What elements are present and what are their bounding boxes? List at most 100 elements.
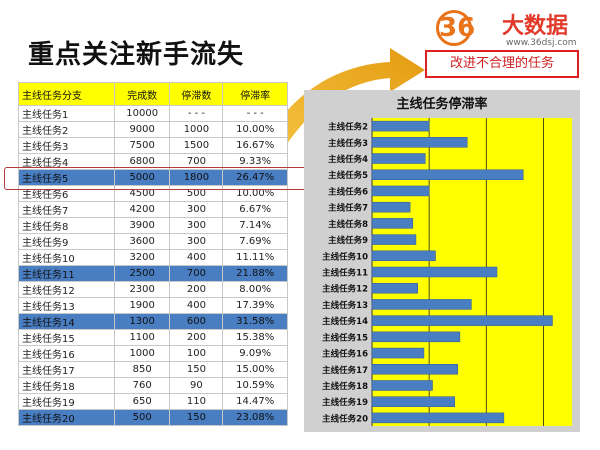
task-table: 主线任务分支 完成数 停滞数 停滞率 主线任务1 10000- - -- - -主… — [18, 82, 288, 426]
cell-stuck: 110 — [169, 393, 224, 410]
cell-rate: 16.67% — [222, 137, 288, 154]
table-row: 主线任务11 2500 700 21.88% — [18, 265, 288, 282]
table-row: 主线任务18 760 90 10.59% — [18, 377, 288, 394]
cell-stuck: - - - — [169, 105, 224, 122]
cell-done: 9000 — [113, 121, 171, 138]
bar — [371, 282, 418, 294]
table-row: 主线任务3 7500 1500 16.67% — [18, 137, 288, 154]
table-row: 主线任务9 3600 300 7.69% — [18, 233, 288, 250]
cell-name: 主线任务1 — [18, 105, 115, 122]
cell-done: 3900 — [113, 217, 171, 234]
cell-done: 760 — [113, 377, 171, 394]
cell-name: 主线任务9 — [18, 233, 115, 250]
cell-stuck: 90 — [169, 377, 224, 394]
cell-done: 6800 — [113, 153, 171, 170]
bar — [371, 120, 430, 132]
cell-done: 4200 — [113, 201, 171, 218]
category-label: 主线任务18 — [322, 381, 368, 392]
cell-name: 主线任务15 — [18, 329, 115, 346]
cell-stuck: 1800 — [169, 169, 224, 186]
chart-panel: 主线任务停滞率 主线任务2 主线任务3 主线任务4 主线任务5 主线任务6 主线任务7 主线任… — [304, 90, 580, 432]
cell-done: 500 — [113, 409, 171, 426]
cell-done: 5000 — [113, 169, 171, 186]
logo-brand: 大数据 — [502, 14, 569, 39]
table-row: 主线任务13 1900 400 17.39% — [18, 297, 288, 314]
category-label: 主线任务17 — [322, 365, 368, 376]
cell-stuck: 200 — [169, 329, 224, 346]
table-row: 主线任务15 1100 200 15.38% — [18, 329, 288, 346]
table-header-row: 主线任务分支 完成数 停滞数 停滞率 — [18, 82, 288, 106]
cell-name: 主线任务3 — [18, 137, 115, 154]
header-stuck: 停滞数 — [169, 82, 224, 106]
cell-name: 主线任务18 — [18, 377, 115, 394]
table-row: 主线任务17 850 150 15.00% — [18, 361, 288, 378]
table-row: 主线任务12 2300 200 8.00% — [18, 281, 288, 298]
cell-rate: 15.38% — [222, 329, 288, 346]
table-row: 主线任务1 10000- - -- - - — [18, 105, 288, 122]
category-label: 主线任务8 — [328, 219, 368, 230]
logo: 36 大数据 www.36dsj.com — [436, 6, 596, 52]
cell-rate: 6.67% — [222, 201, 288, 218]
cell-name: 主线任务14 — [18, 313, 115, 330]
table-row: 主线任务2 9000 1000 10.00% — [18, 121, 288, 138]
cell-name: 主线任务16 — [18, 345, 115, 362]
cell-name: 主线任务4 — [18, 153, 115, 170]
page-title: 重点关注新手流失 — [28, 40, 245, 70]
category-label: 主线任务11 — [322, 268, 368, 279]
cell-rate: 8.00% — [222, 281, 288, 298]
bar — [371, 218, 414, 229]
cell-rate: 7.14% — [222, 217, 288, 234]
cell-stuck: 100 — [169, 345, 224, 362]
bar — [371, 234, 417, 245]
category-label: 主线任务7 — [328, 203, 368, 214]
cell-rate: 10.00% — [222, 121, 288, 138]
table-row: 主线任务16 1000 100 9.09% — [18, 345, 288, 362]
cell-rate: 9.33% — [222, 153, 288, 170]
table-row: 主线任务20 500 150 23.08% — [18, 409, 288, 426]
logo-numerals: 36 — [436, 6, 475, 46]
cell-rate: 31.58% — [222, 313, 288, 330]
cell-done: 650 — [113, 393, 171, 410]
curved-arrow-icon — [250, 48, 425, 172]
header-done: 完成数 — [113, 82, 171, 106]
bar — [371, 380, 433, 391]
category-label: 主线任务20 — [322, 413, 368, 424]
cell-rate: 15.00% — [222, 361, 288, 378]
cell-done: 1100 — [113, 329, 171, 346]
bar — [371, 153, 426, 164]
category-label: 主线任务3 — [328, 138, 368, 149]
category-label: 主线任务14 — [322, 316, 368, 327]
cell-stuck: 400 — [169, 249, 224, 266]
category-label: 主线任务2 — [328, 122, 368, 133]
callout-box: 改进不合理的任务 — [425, 50, 579, 78]
cell-done: 1000 — [113, 345, 171, 362]
table-row: 主线任务10 3200 400 11.11% — [18, 249, 288, 266]
cell-rate: 17.39% — [222, 297, 288, 314]
cell-name: 主线任务11 — [18, 265, 115, 282]
bar — [371, 331, 461, 343]
category-label: 主线任务6 — [328, 186, 368, 197]
cell-rate: 23.08% — [222, 409, 288, 426]
cell-done: 2500 — [113, 265, 171, 282]
cell-done: 850 — [113, 361, 171, 378]
bar — [371, 396, 455, 407]
header-task: 主线任务分支 — [18, 82, 115, 106]
cell-rate: 9.09% — [222, 345, 288, 362]
category-label: 主线任务10 — [322, 251, 368, 262]
category-label: 主线任务15 — [322, 332, 368, 343]
bar — [371, 185, 430, 197]
cell-rate: 11.11% — [222, 249, 288, 266]
cell-stuck: 150 — [169, 361, 224, 378]
cell-stuck: 300 — [169, 217, 224, 234]
cell-stuck: 600 — [169, 313, 224, 330]
cell-stuck: 300 — [169, 201, 224, 218]
cell-name: 主线任务19 — [18, 393, 115, 410]
cell-done: 3600 — [113, 233, 171, 250]
cell-name: 主线任务10 — [18, 249, 115, 266]
table-row: 主线任务4 6800 700 9.33% — [18, 153, 288, 170]
bar — [371, 347, 425, 359]
cell-name: 主线任务2 — [18, 121, 115, 138]
cell-rate: 21.88% — [222, 265, 288, 282]
cell-name: 主线任务17 — [18, 361, 115, 378]
cell-rate: 7.69% — [222, 233, 288, 250]
